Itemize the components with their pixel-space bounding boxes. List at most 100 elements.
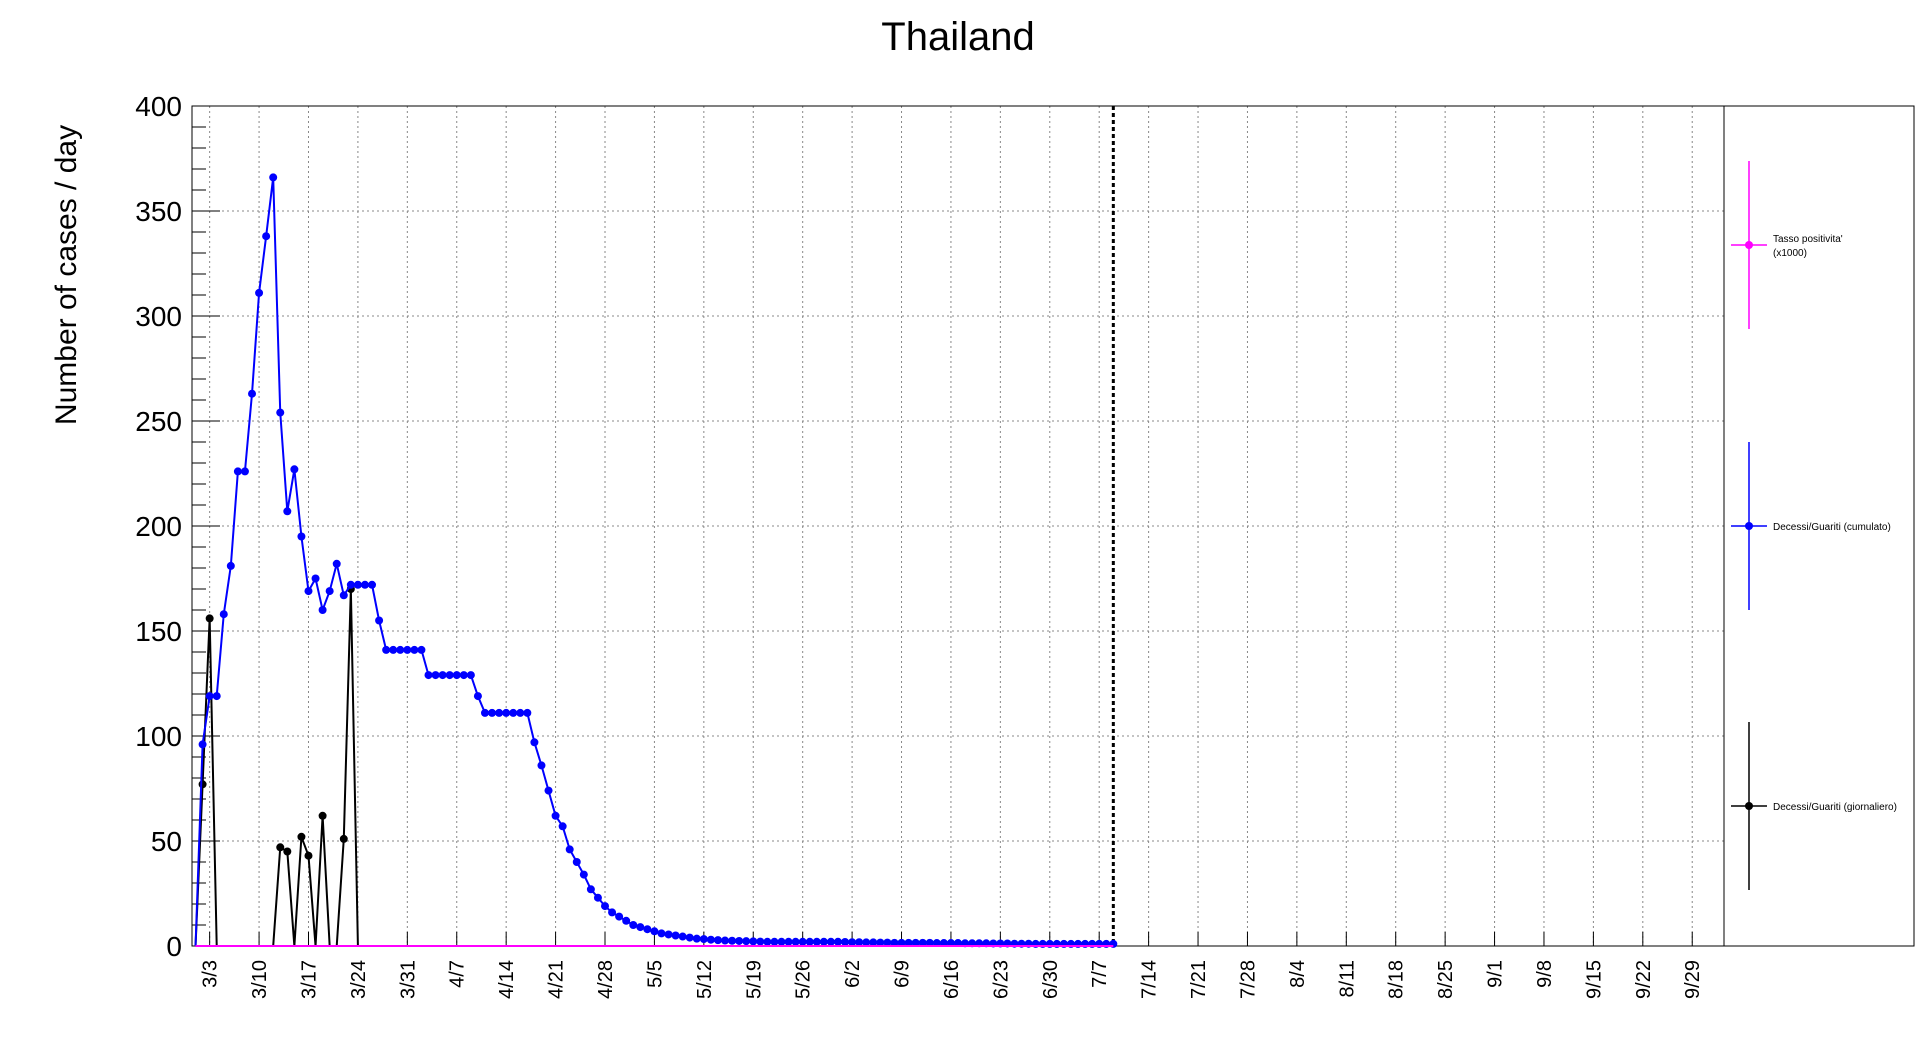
x-tick-label: 6/23	[990, 960, 1012, 999]
data-point-decessi-guariti-cumulato	[212, 692, 221, 701]
data-point-decessi-guariti-cumulato	[622, 916, 631, 925]
data-point-decessi-guariti-cumulato	[678, 932, 687, 941]
data-point-decessi-guariti-cumulato	[233, 467, 242, 476]
data-point-decessi-guariti-cumulato	[530, 738, 539, 747]
y-tick-label: 100	[135, 721, 182, 752]
data-point-decessi-guariti-cumulato	[890, 938, 899, 947]
data-point-decessi-guariti-cumulato	[276, 408, 285, 417]
data-point-decessi-guariti-cumulato	[389, 645, 398, 654]
y-tick-label: 300	[135, 301, 182, 332]
data-point-decessi-guariti-cumulato	[516, 708, 525, 717]
data-point-decessi-guariti-cumulato	[911, 938, 920, 947]
chart-title: Thailand	[881, 15, 1034, 59]
data-point-decessi-guariti-cumulato	[226, 561, 235, 570]
data-point-decessi-guariti-cumulato	[332, 559, 341, 568]
legend-label: Decessi/Guariti (giornaliero)	[1773, 802, 1897, 813]
data-point-decessi-guariti-cumulato	[248, 389, 257, 398]
data-point-decessi-guariti-cumulato	[488, 708, 497, 717]
data-point-decessi-guariti-cumulato	[615, 912, 624, 921]
data-point-decessi-guariti-giornaliero	[304, 851, 313, 860]
data-point-decessi-guariti-cumulato	[368, 580, 377, 589]
x-tick-label: 4/7	[447, 960, 469, 988]
y-tick-label: 0	[166, 931, 182, 962]
data-point-decessi-guariti-cumulato	[784, 937, 793, 946]
data-point-decessi-guariti-cumulato	[445, 671, 454, 680]
y-tick-label: 250	[135, 406, 182, 437]
data-point-decessi-guariti-cumulato	[805, 937, 814, 946]
data-point-decessi-guariti-cumulato	[424, 671, 433, 680]
data-point-decessi-guariti-cumulato	[255, 288, 264, 297]
series-line-decessi-guariti-giornaliero	[194, 588, 359, 947]
data-point-decessi-guariti-cumulato	[601, 902, 610, 911]
legend-label: Tasso positivita'	[1773, 234, 1843, 245]
data-point-decessi-guariti-cumulato	[382, 645, 391, 654]
data-point-decessi-guariti-cumulato	[848, 938, 857, 947]
data-point-decessi-guariti-cumulato	[318, 606, 327, 614]
data-point-decessi-guariti-cumulato	[523, 708, 532, 717]
x-tick-label: 6/30	[1040, 960, 1062, 999]
legend-label: (x1000)	[1773, 248, 1807, 259]
x-tick-label: 3/24	[348, 960, 370, 999]
data-point-decessi-guariti-giornaliero	[339, 834, 348, 843]
data-point-decessi-guariti-giornaliero	[205, 614, 214, 623]
x-tick-label: 9/8	[1534, 960, 1556, 988]
x-tick-label: 9/15	[1583, 960, 1605, 999]
data-point-decessi-guariti-cumulato	[777, 937, 786, 946]
data-point-decessi-guariti-cumulato	[544, 786, 553, 795]
data-point-decessi-guariti-cumulato	[325, 587, 334, 596]
data-point-decessi-guariti-cumulato	[537, 761, 546, 770]
data-point-decessi-guariti-cumulato	[826, 937, 835, 946]
series-layer	[194, 173, 1118, 948]
data-point-decessi-guariti-cumulato	[629, 921, 638, 929]
data-point-decessi-guariti-cumulato	[346, 580, 355, 589]
x-tick-label: 6/16	[941, 960, 963, 999]
data-point-decessi-guariti-cumulato	[664, 930, 673, 939]
data-point-decessi-guariti-cumulato	[713, 936, 722, 945]
data-point-decessi-guariti-cumulato	[728, 936, 737, 945]
data-point-decessi-guariti-cumulato	[763, 937, 772, 946]
data-point-decessi-guariti-cumulato	[304, 587, 313, 596]
data-point-decessi-guariti-cumulato	[699, 935, 708, 944]
data-point-decessi-guariti-cumulato	[269, 173, 278, 182]
legend-label: Decessi/Guariti (cumulato)	[1773, 522, 1891, 533]
data-point-decessi-guariti-cumulato	[812, 937, 821, 946]
data-point-decessi-guariti-cumulato	[721, 936, 730, 945]
data-point-decessi-guariti-cumulato	[360, 580, 369, 589]
x-tick-label: 5/26	[793, 960, 815, 999]
x-tick-label: 9/29	[1682, 960, 1704, 999]
data-point-decessi-guariti-cumulato	[558, 822, 567, 831]
data-point-decessi-guariti-cumulato	[205, 692, 214, 701]
data-point-decessi-guariti-cumulato	[671, 931, 680, 940]
data-point-decessi-guariti-cumulato	[396, 645, 405, 654]
x-tick-label: 9/1	[1485, 960, 1507, 988]
data-point-decessi-guariti-cumulato	[502, 708, 511, 717]
data-point-decessi-guariti-cumulato	[509, 708, 518, 717]
data-point-decessi-guariti-cumulato	[791, 937, 800, 946]
y-axis-label: Number of cases / day	[50, 125, 83, 425]
data-point-decessi-guariti-giornaliero	[276, 843, 285, 852]
x-tick-label: 9/22	[1633, 960, 1655, 999]
data-point-decessi-guariti-cumulato	[685, 933, 694, 942]
data-point-decessi-guariti-giornaliero	[283, 847, 292, 856]
x-tick-label: 7/28	[1237, 960, 1259, 999]
data-point-decessi-guariti-cumulato	[466, 671, 475, 680]
data-point-decessi-guariti-giornaliero	[318, 811, 327, 820]
data-point-decessi-guariti-cumulato	[219, 610, 228, 619]
x-tick-label: 5/19	[743, 960, 765, 999]
data-point-decessi-guariti-cumulato	[311, 574, 320, 583]
y-axis: 0 50 100 150 200 250 300 350 400	[135, 91, 220, 962]
data-point-decessi-guariti-cumulato	[833, 937, 842, 946]
data-point-decessi-guariti-cumulato	[417, 645, 426, 654]
data-point-decessi-guariti-cumulato	[855, 938, 864, 947]
data-point-decessi-guariti-cumulato	[770, 937, 779, 946]
y-tick-label: 50	[151, 826, 182, 857]
x-tick-label: 5/5	[644, 960, 666, 988]
data-point-decessi-guariti-cumulato	[290, 465, 299, 474]
data-point-decessi-guariti-cumulato	[551, 811, 560, 820]
y-tick-label: 200	[135, 511, 182, 542]
x-tick-label: 6/2	[842, 960, 864, 988]
data-point-decessi-guariti-cumulato	[262, 232, 271, 241]
data-point-decessi-guariti-cumulato	[431, 671, 440, 680]
